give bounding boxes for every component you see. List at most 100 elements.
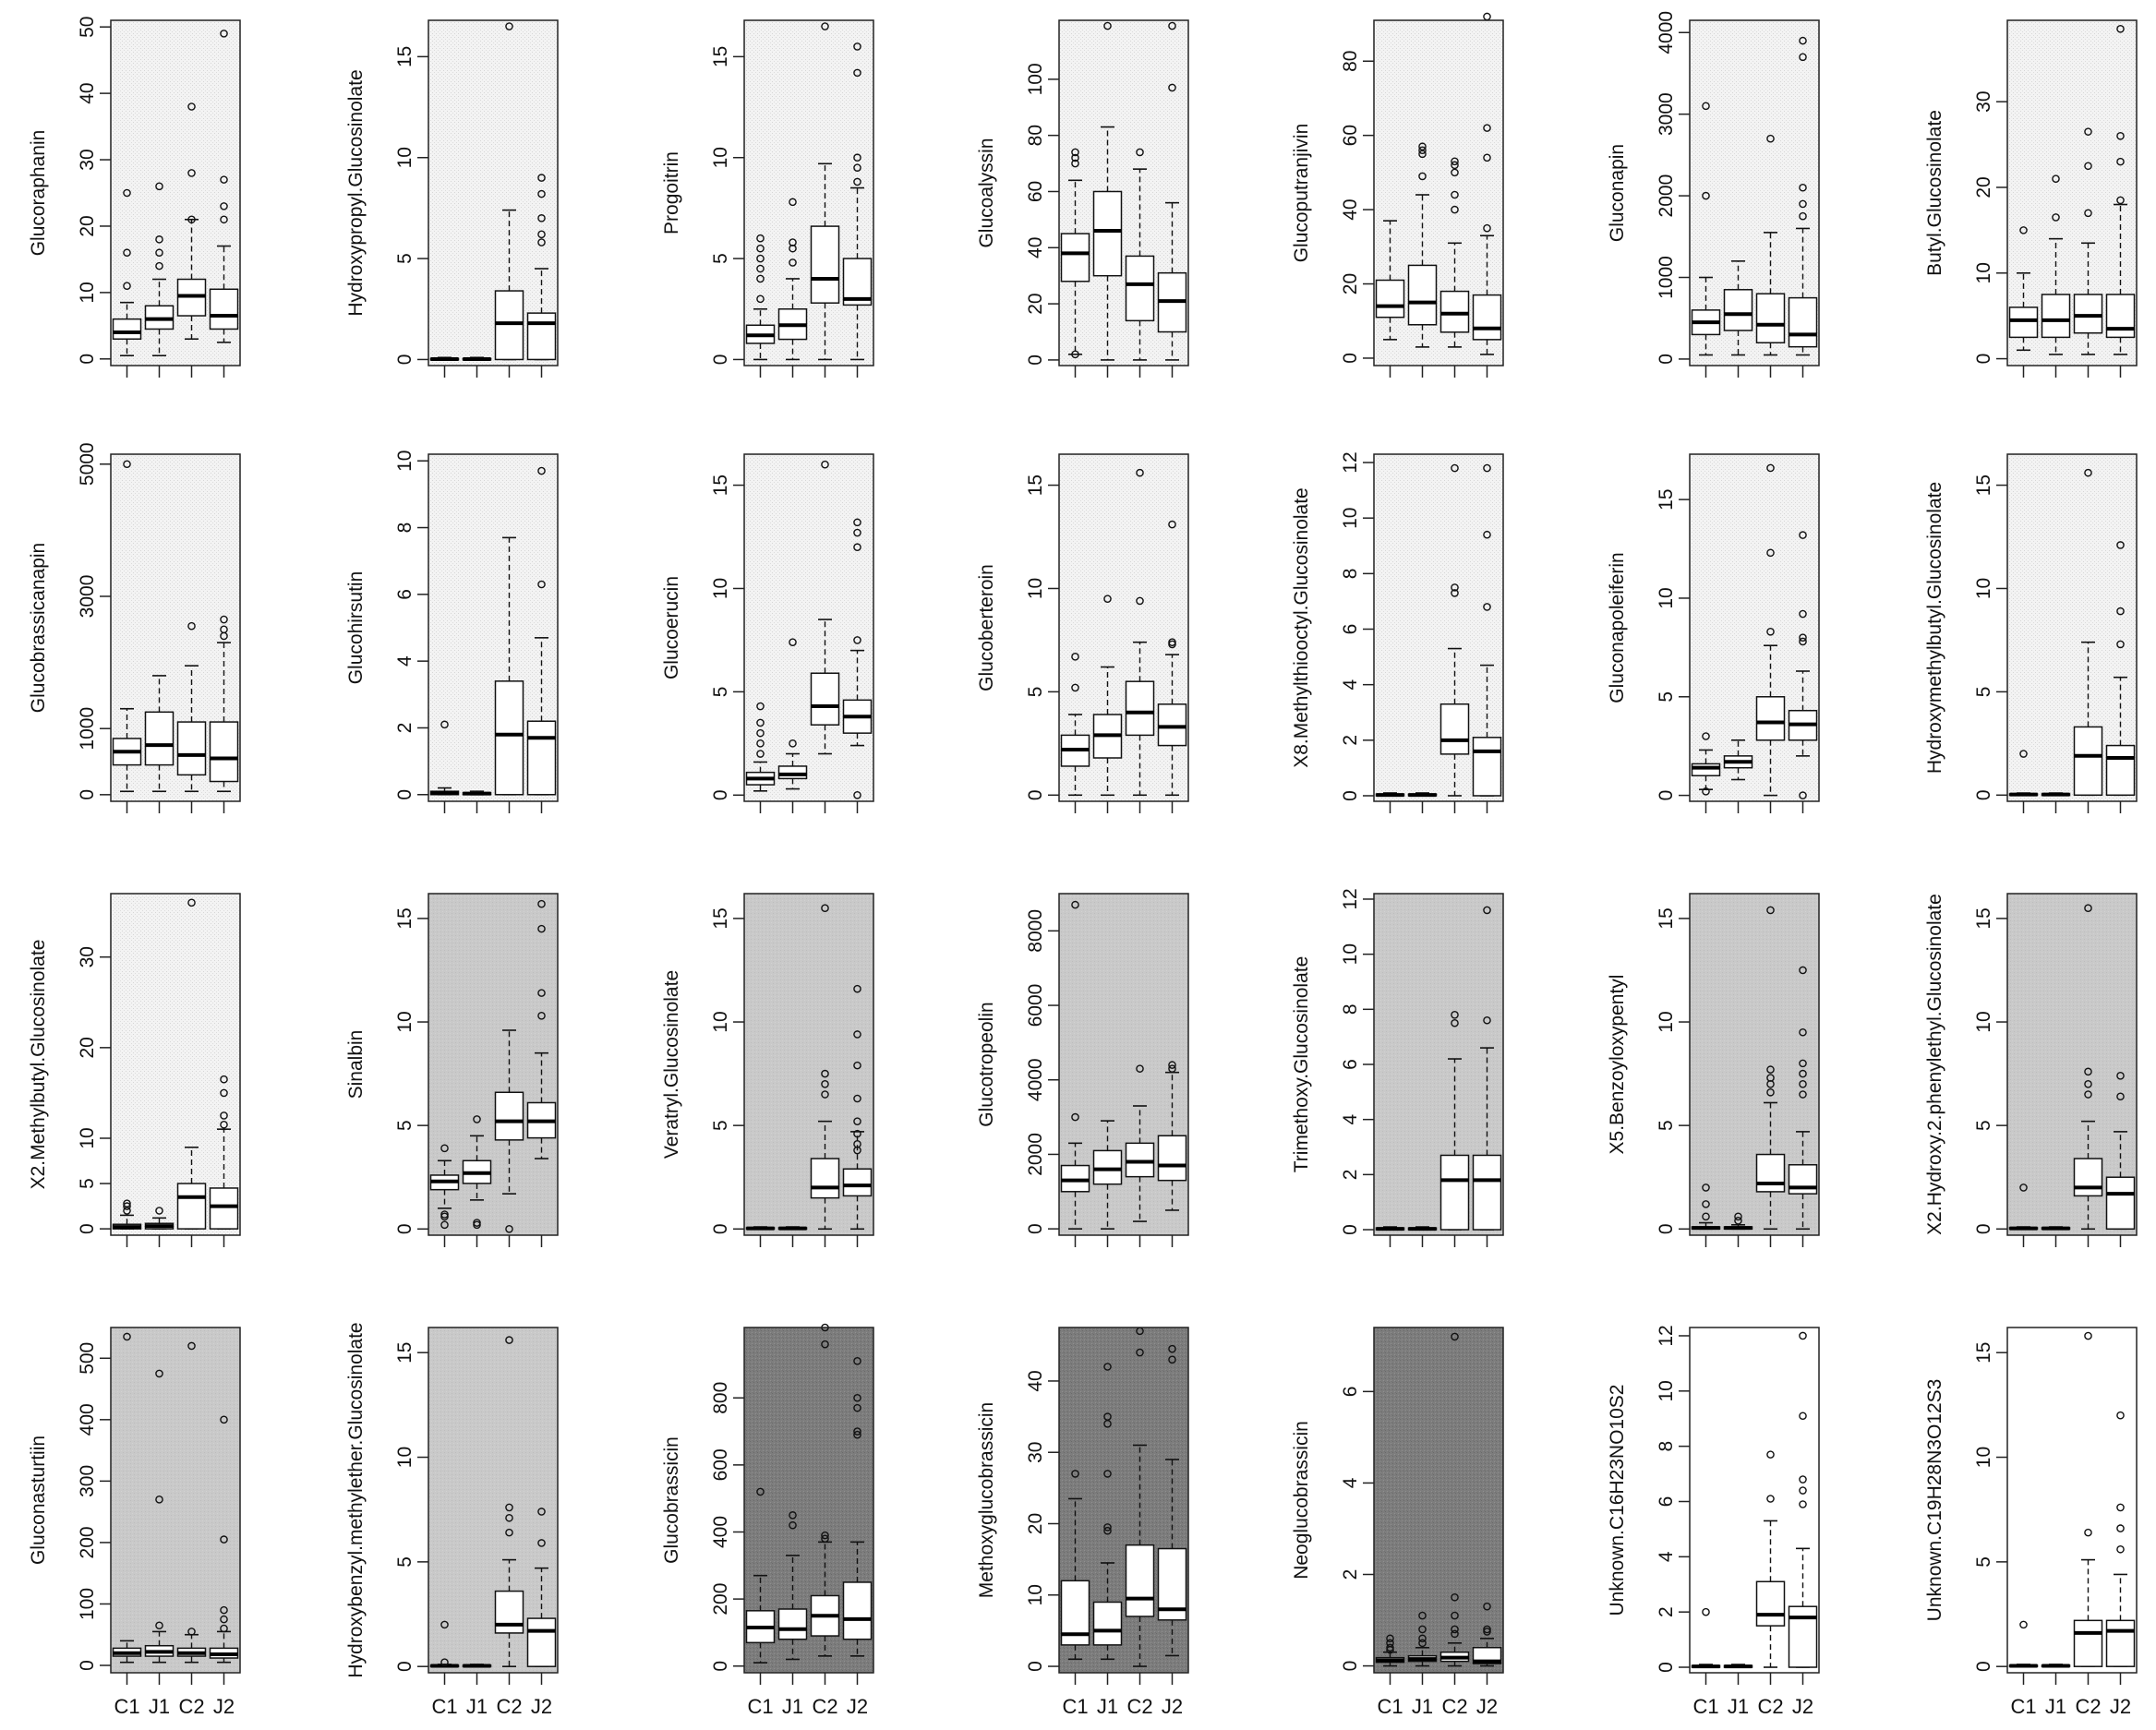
y-tick-label: 100: [77, 1588, 98, 1620]
y-axis-label: Glucobrassicin: [661, 1436, 682, 1564]
outlier-point: [440, 1144, 449, 1153]
y-tick-label: 10: [710, 578, 731, 599]
y-tick-label: 400: [710, 1516, 731, 1548]
y-tick-label: 0: [1973, 354, 1994, 365]
y-tick-label: 0: [1656, 354, 1677, 365]
y-tick-label: 10: [394, 1011, 416, 1032]
y-tick-label: 2: [1656, 1606, 1677, 1617]
outlier-point: [1799, 1486, 1807, 1495]
y-axis-label: Glucoputranjivin: [1291, 124, 1312, 263]
iqr-box: [1755, 1153, 1786, 1193]
outlier-point: [756, 254, 765, 263]
x-tick-label: C2: [178, 1695, 204, 1718]
y-axis-label: Progoitrin: [661, 151, 682, 234]
y-tick-label: 1000: [77, 707, 98, 751]
outlier-point: [756, 718, 765, 727]
box-C2: [1439, 463, 1470, 797]
outlier-point: [1418, 150, 1427, 159]
outlier-point: [853, 1393, 861, 1402]
boxplot-panel: 0 2 4 6 8 10 12 X8.Methylthiooctyl.Glucosinolat…: [1291, 451, 1504, 813]
outlier-point: [1451, 1625, 1459, 1634]
box-J2: [526, 899, 557, 1159]
x-tick-label: J2: [531, 1695, 552, 1718]
plot-frame: [1689, 1327, 1820, 1674]
box-C1: [112, 1199, 142, 1230]
iqr-box: [2073, 1619, 2103, 1667]
box-J1: [1407, 142, 1438, 348]
outlier-point: [1483, 223, 1491, 233]
box-J2: [209, 1075, 239, 1230]
iqr-box: [494, 1091, 524, 1141]
plot-frame: [743, 893, 874, 1236]
plot-background: [111, 1328, 240, 1673]
box-J1: [2041, 1664, 2071, 1668]
boxplot-panel: 0 10 20 30 40 50 Glucoraphanin: [28, 17, 241, 378]
outlier-point: [1386, 1639, 1394, 1648]
outlier-point: [1766, 1065, 1775, 1074]
y-tick-label: 80: [1025, 125, 1046, 146]
outlier-point: [123, 1202, 131, 1210]
outlier-point: [2052, 174, 2060, 183]
y-axis-label: Gluconapin: [1607, 144, 1628, 242]
iqr-box: [2105, 1619, 2136, 1667]
plot-frame: [1373, 1327, 1504, 1674]
outlier-point: [1799, 1027, 1807, 1037]
y-tick-label: 0: [1973, 789, 1994, 800]
iqr-box: [1439, 703, 1470, 755]
outlier-point: [1071, 153, 1079, 162]
plot-frame: [1373, 453, 1504, 802]
outlier-point: [1168, 638, 1176, 646]
box-C1: [1060, 148, 1090, 359]
outlier-point: [1483, 603, 1491, 611]
y-tick-label: 20: [1340, 273, 1361, 294]
boxplot-panel: 0 2 4 6 8 10 12 Trimethoxy.Glucosinolate: [1291, 888, 1504, 1247]
box-J1: [462, 1115, 492, 1230]
outlier-point: [2116, 196, 2125, 205]
y-tick-label: 0: [77, 354, 98, 365]
y-tick-label: 0: [1025, 354, 1046, 366]
outlier-point: [537, 1539, 546, 1547]
outlier-point: [123, 460, 131, 469]
box-C1: [1691, 1607, 1721, 1669]
plot-frame: [110, 1327, 241, 1674]
y-tick-label: 40: [1025, 237, 1046, 258]
y-tick-label: 0: [710, 1223, 731, 1234]
y-tick-label: 30: [77, 149, 98, 170]
y-axis-label: Hydroxybenzyl.methylether.Glucosinolate: [345, 1322, 367, 1677]
y-tick-label: 10: [1973, 262, 1994, 283]
outlier-point: [1071, 148, 1079, 157]
box-C2: [1125, 148, 1155, 361]
iqr-box: [2105, 1176, 2136, 1231]
box-C2: [2073, 1331, 2103, 1667]
box-C2: [176, 898, 207, 1230]
iqr-box: [209, 288, 239, 330]
plot-frame: [2006, 893, 2138, 1236]
outlier-point: [2116, 157, 2125, 166]
plot-frame: [743, 19, 874, 366]
y-tick-label: 6000: [1025, 984, 1046, 1027]
outlier-point: [1734, 1217, 1742, 1225]
box-J1: [1723, 1664, 1753, 1669]
outlier-point: [1071, 1470, 1079, 1478]
outlier-point: [2084, 209, 2092, 218]
y-tick-label: 60: [1025, 181, 1046, 202]
outlier-point: [1418, 1611, 1427, 1620]
outlier-point: [821, 1534, 829, 1544]
outlier-point: [123, 188, 131, 198]
box-C1: [1691, 102, 1721, 356]
x-tick-label: J2: [2110, 1695, 2131, 1718]
box-J1: [1092, 1120, 1123, 1230]
outlier-point: [2084, 127, 2092, 136]
outlier-point: [220, 1075, 228, 1084]
y-tick-label: 6: [1340, 624, 1361, 635]
outlier-point: [123, 1332, 131, 1341]
box-C1: [2008, 1620, 2039, 1668]
iqr-box: [1060, 1164, 1090, 1193]
outlier-point: [155, 1369, 163, 1378]
y-tick-label: 40: [1340, 198, 1361, 220]
box-C1: [745, 702, 776, 792]
x-tick-label: C1: [431, 1695, 457, 1718]
box-C2: [1125, 468, 1155, 797]
outlier-point: [1136, 148, 1144, 157]
box-J1: [144, 1369, 175, 1664]
